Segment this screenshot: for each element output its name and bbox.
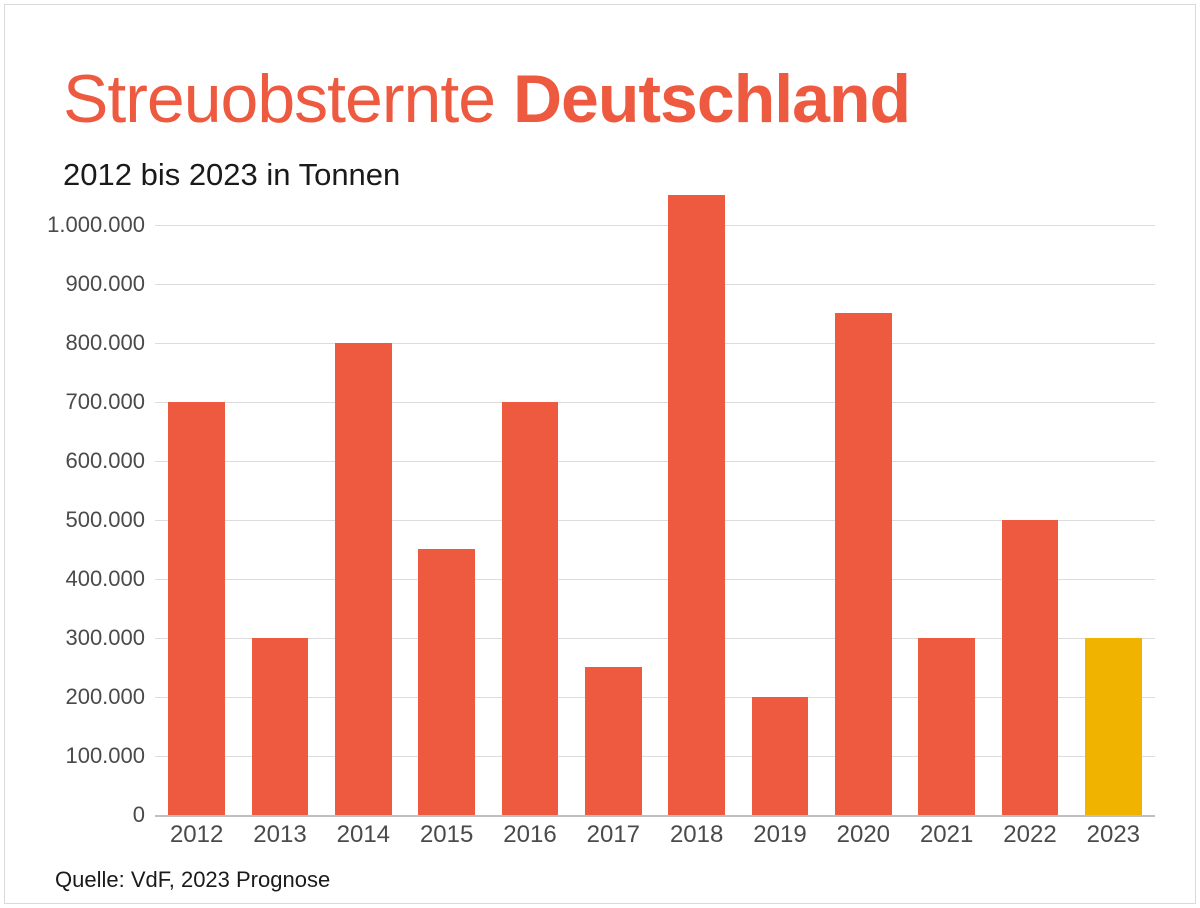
x-tick-label: 2021 <box>920 821 973 849</box>
title-light: Streuobsternte <box>63 61 513 137</box>
x-tick-label: 2014 <box>337 821 390 849</box>
bar <box>1085 638 1142 815</box>
y-tick-label: 0 <box>25 802 145 828</box>
x-tick-label: 2013 <box>253 821 306 849</box>
chart-subtitle: 2012 bis 2023 in Tonnen <box>63 157 400 193</box>
gridline <box>155 815 1155 817</box>
gridline <box>155 343 1155 344</box>
gridline <box>155 225 1155 226</box>
y-tick-label: 1.000.000 <box>25 212 145 238</box>
y-tick-label: 500.000 <box>25 507 145 533</box>
x-tick-label: 2017 <box>587 821 640 849</box>
x-tick-label: 2019 <box>753 821 806 849</box>
x-tick-label: 2023 <box>1087 821 1140 849</box>
bar <box>1002 520 1059 815</box>
bar <box>835 313 892 815</box>
x-tick-label: 2012 <box>170 821 223 849</box>
plot-area <box>155 195 1155 815</box>
x-tick-label: 2022 <box>1003 821 1056 849</box>
bar <box>418 549 475 815</box>
x-tick-label: 2020 <box>837 821 890 849</box>
chart-title: Streuobsternte Deutschland <box>63 65 910 133</box>
bar <box>585 667 642 815</box>
bar <box>335 343 392 815</box>
gridline <box>155 402 1155 403</box>
bar <box>668 195 725 815</box>
title-heavy: Deutschland <box>513 61 910 137</box>
chart-frame: Streuobsternte Deutschland 2012 bis 2023… <box>4 4 1196 904</box>
bar <box>502 402 559 815</box>
y-tick-label: 900.000 <box>25 271 145 297</box>
y-tick-label: 100.000 <box>25 743 145 769</box>
bar <box>168 402 225 815</box>
y-tick-label: 800.000 <box>25 330 145 356</box>
y-tick-label: 700.000 <box>25 389 145 415</box>
gridline <box>155 284 1155 285</box>
y-tick-label: 200.000 <box>25 684 145 710</box>
x-tick-label: 2015 <box>420 821 473 849</box>
bar <box>752 697 809 815</box>
x-tick-label: 2018 <box>670 821 723 849</box>
bar <box>918 638 975 815</box>
source-label: Quelle: VdF, 2023 Prognose <box>55 867 330 893</box>
bar <box>252 638 309 815</box>
y-tick-label: 300.000 <box>25 625 145 651</box>
y-tick-label: 600.000 <box>25 448 145 474</box>
gridline <box>155 461 1155 462</box>
x-tick-label: 2016 <box>503 821 556 849</box>
y-tick-label: 400.000 <box>25 566 145 592</box>
